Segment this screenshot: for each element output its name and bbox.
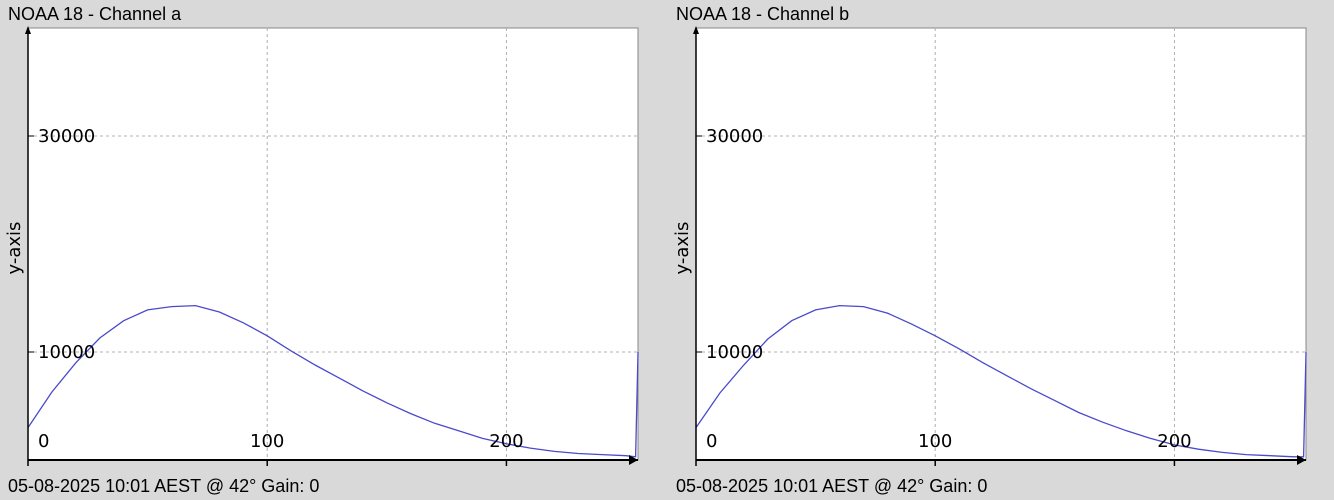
y-axis-arrow-icon: [693, 26, 699, 34]
x-tick-label: 100: [918, 431, 952, 452]
y-axis-arrow-icon: [25, 26, 31, 34]
x-tick-label: 200: [489, 431, 523, 452]
y-axis-label: y-axis: [4, 222, 25, 275]
chart-panel-b: NOAA 18 - Channel b 0 100 200 10000 30000 y-a…: [668, 0, 1313, 500]
series-line: [27, 304, 639, 458]
chart-title: NOAA 18 - Channel b: [676, 4, 850, 24]
chart-footer: 05-08-2025 10:01 AEST @ 42° Gain: 0: [8, 476, 320, 496]
y-axis-label: y-axis: [672, 222, 693, 275]
chart-footer: 05-08-2025 10:01 AEST @ 42° Gain: 0: [676, 476, 988, 496]
plot-area: [695, 27, 1307, 461]
chart-title: NOAA 18 - Channel a: [8, 4, 182, 24]
y-tick-label: 10000: [706, 342, 763, 363]
series-line: [695, 304, 1307, 458]
y-tick-label: 10000: [38, 342, 95, 363]
chart-panel-a: NOAA 18 - Channel a 0 100 200 10000 30000 y-a…: [0, 0, 645, 500]
x-tick-label: 0: [38, 431, 49, 452]
plot-area: [27, 27, 639, 461]
x-axis-arrow-icon: [1297, 455, 1306, 465]
x-tick-label: 100: [250, 431, 284, 452]
chart-plot-b: 0 100 200 10000 30000 y-axis: [672, 26, 1307, 466]
x-axis-arrow-icon: [629, 455, 638, 465]
y-tick-label: 30000: [706, 126, 763, 147]
x-tick-label: 0: [706, 431, 717, 452]
y-tick-label: 30000: [38, 126, 95, 147]
x-tick-label: 200: [1157, 431, 1191, 452]
chart-plot-a: 0 100 200 10000 30000 y-axis: [4, 26, 639, 466]
